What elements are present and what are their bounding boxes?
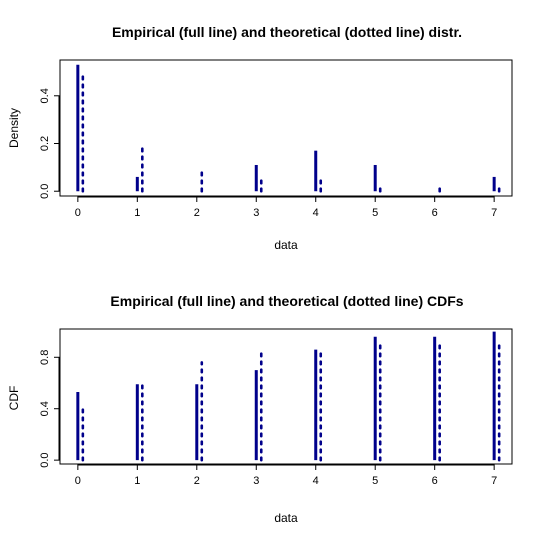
density-x-tick-label: 2 [194, 207, 200, 219]
density-panel: Empirical (full line) and theoretical (d… [7, 24, 513, 252]
cdf-y-tick-label: 0.0 [39, 452, 51, 467]
density-x-tick-label: 0 [75, 207, 81, 219]
density-y-ticks: 0.0 0.2 0.4 [39, 88, 60, 199]
density-x-tick-label: 5 [372, 207, 378, 219]
density-marks [76, 64, 501, 193]
cdf-plot-frame [59, 328, 513, 465]
cdf-x-ticks: 0 1 2 3 4 5 6 7 [75, 464, 497, 487]
density-title: Empirical (full line) and theoretical (d… [112, 24, 462, 40]
cdf-x-tick-label: 5 [372, 475, 378, 487]
density-x-tick-label: 4 [313, 207, 319, 219]
density-x-tick-label: 6 [432, 207, 438, 219]
cdf-x-tick-label: 1 [134, 475, 140, 487]
density-x-axis-label: data [274, 238, 298, 252]
density-plot-frame [59, 59, 513, 197]
cdf-marks [76, 331, 501, 462]
cdf-x-tick-label: 2 [194, 475, 200, 487]
cdf-x-tick-label: 7 [491, 475, 497, 487]
density-y-tick-label: 0.0 [39, 184, 51, 199]
cdf-x-tick-label: 6 [432, 475, 438, 487]
cdf-y-tick-label: 0.8 [39, 350, 51, 365]
density-x-ticks: 0 1 2 3 4 5 6 7 [75, 196, 497, 219]
cdf-x-tick-label: 0 [75, 475, 81, 487]
cdf-y-axis-label: CDF [7, 386, 21, 411]
cdf-title: Empirical (full line) and theoretical (d… [110, 293, 463, 309]
cdf-x-tick-label: 3 [253, 475, 259, 487]
density-x-tick-label: 1 [134, 207, 140, 219]
density-y-tick-label: 0.4 [39, 88, 51, 103]
density-y-axis-label: Density [7, 108, 21, 148]
density-x-tick-label: 3 [253, 207, 259, 219]
cdf-x-axis-label: data [274, 511, 298, 525]
cdf-y-ticks: 0.0 0.4 0.8 [39, 350, 60, 468]
density-x-tick-label: 7 [491, 207, 497, 219]
cdf-y-tick-label: 0.4 [39, 401, 51, 416]
density-y-tick-label: 0.2 [39, 136, 51, 151]
cdf-x-tick-label: 4 [313, 475, 319, 487]
cdf-panel: Empirical (full line) and theoretical (d… [7, 293, 513, 525]
